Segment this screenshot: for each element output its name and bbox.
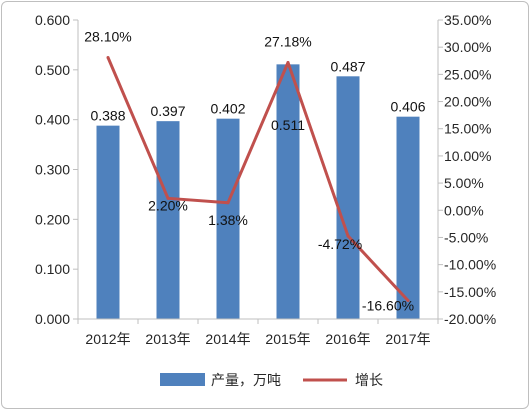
bar-data-label: 0.487 xyxy=(330,58,365,74)
left-tick-label: 0.000 xyxy=(35,311,70,327)
line-data-label: -16.60% xyxy=(362,298,414,314)
growth-point xyxy=(166,196,170,200)
right-tick-label: -20.00% xyxy=(444,311,496,327)
left-axis: 0.000 0.100 0.200 0.300 0.400 0.500 0.600 xyxy=(35,12,78,327)
right-tick-label: 10.00% xyxy=(444,148,491,164)
legend-bar-swatch xyxy=(160,373,205,386)
x-tick-label: 2014年 xyxy=(205,331,250,347)
left-tick-label: 0.500 xyxy=(35,62,70,78)
growth-line xyxy=(106,56,410,302)
legend: 产量，万吨 增长 xyxy=(160,373,383,389)
line-data-labels: 28.10% 2.20% 1.38% 27.18% -4.72% -16.60% xyxy=(84,29,414,314)
right-tick-label: -5.00% xyxy=(444,229,488,245)
right-axis: -20.00% -15.00% -10.00% -5.00% 0.00% 5.00% 10.… xyxy=(438,12,496,327)
x-axis: 2012年 2013年 2014年 2015年 2016年 2017年 xyxy=(77,319,439,347)
bar-data-label: 0.511 xyxy=(271,117,305,133)
x-tick-label: 2016年 xyxy=(325,331,370,347)
right-tick-label: 35.00% xyxy=(444,12,491,28)
left-tick-label: 0.100 xyxy=(35,261,70,277)
right-tick-label: -10.00% xyxy=(444,257,496,273)
line-data-label: -4.72% xyxy=(318,236,362,252)
left-tick-label: 0.200 xyxy=(35,211,70,227)
left-tick-label: 0.400 xyxy=(35,112,70,128)
right-tick-label: 15.00% xyxy=(444,121,491,137)
bar-data-label: 0.406 xyxy=(390,99,425,115)
bar xyxy=(216,118,240,319)
x-tick-label: 2013年 xyxy=(145,331,190,347)
line-series xyxy=(106,56,410,303)
bar-data-labels: 0.388 0.397 0.402 0.511 0.487 0.406 xyxy=(90,58,425,133)
growth-point xyxy=(346,234,350,238)
x-tick-label: 2017年 xyxy=(385,331,430,347)
line-data-label: 28.10% xyxy=(84,29,131,45)
right-tick-label: -15.00% xyxy=(444,284,496,300)
line-data-label: 27.18% xyxy=(264,34,311,50)
legend-bar-label: 产量，万吨 xyxy=(211,373,281,389)
bar-series xyxy=(96,64,420,319)
bar-data-label: 0.402 xyxy=(210,101,245,117)
bar xyxy=(156,121,180,319)
right-tick-label: 25.00% xyxy=(444,66,491,82)
bar xyxy=(276,64,300,319)
right-tick-label: 30.00% xyxy=(444,39,491,55)
growth-point xyxy=(286,61,290,65)
line-data-label: 2.20% xyxy=(148,197,188,213)
right-tick-label: 0.00% xyxy=(444,202,484,218)
line-data-label: 1.38% xyxy=(208,212,248,228)
legend-line-label: 增长 xyxy=(355,373,383,389)
left-tick-label: 0.600 xyxy=(35,12,70,28)
right-tick-label: 5.00% xyxy=(444,175,484,191)
growth-point xyxy=(106,56,110,60)
x-tick-label: 2015年 xyxy=(265,331,310,347)
left-tick-label: 0.300 xyxy=(35,162,70,178)
bar xyxy=(336,76,360,319)
right-tick-label: 20.00% xyxy=(444,94,491,110)
bar-data-label: 0.388 xyxy=(90,108,125,124)
bar xyxy=(96,125,120,319)
bar-data-label: 0.397 xyxy=(150,103,185,119)
growth-point xyxy=(406,299,410,303)
x-tick-label: 2012年 xyxy=(85,331,130,347)
growth-point xyxy=(226,201,230,205)
bar xyxy=(396,116,420,319)
